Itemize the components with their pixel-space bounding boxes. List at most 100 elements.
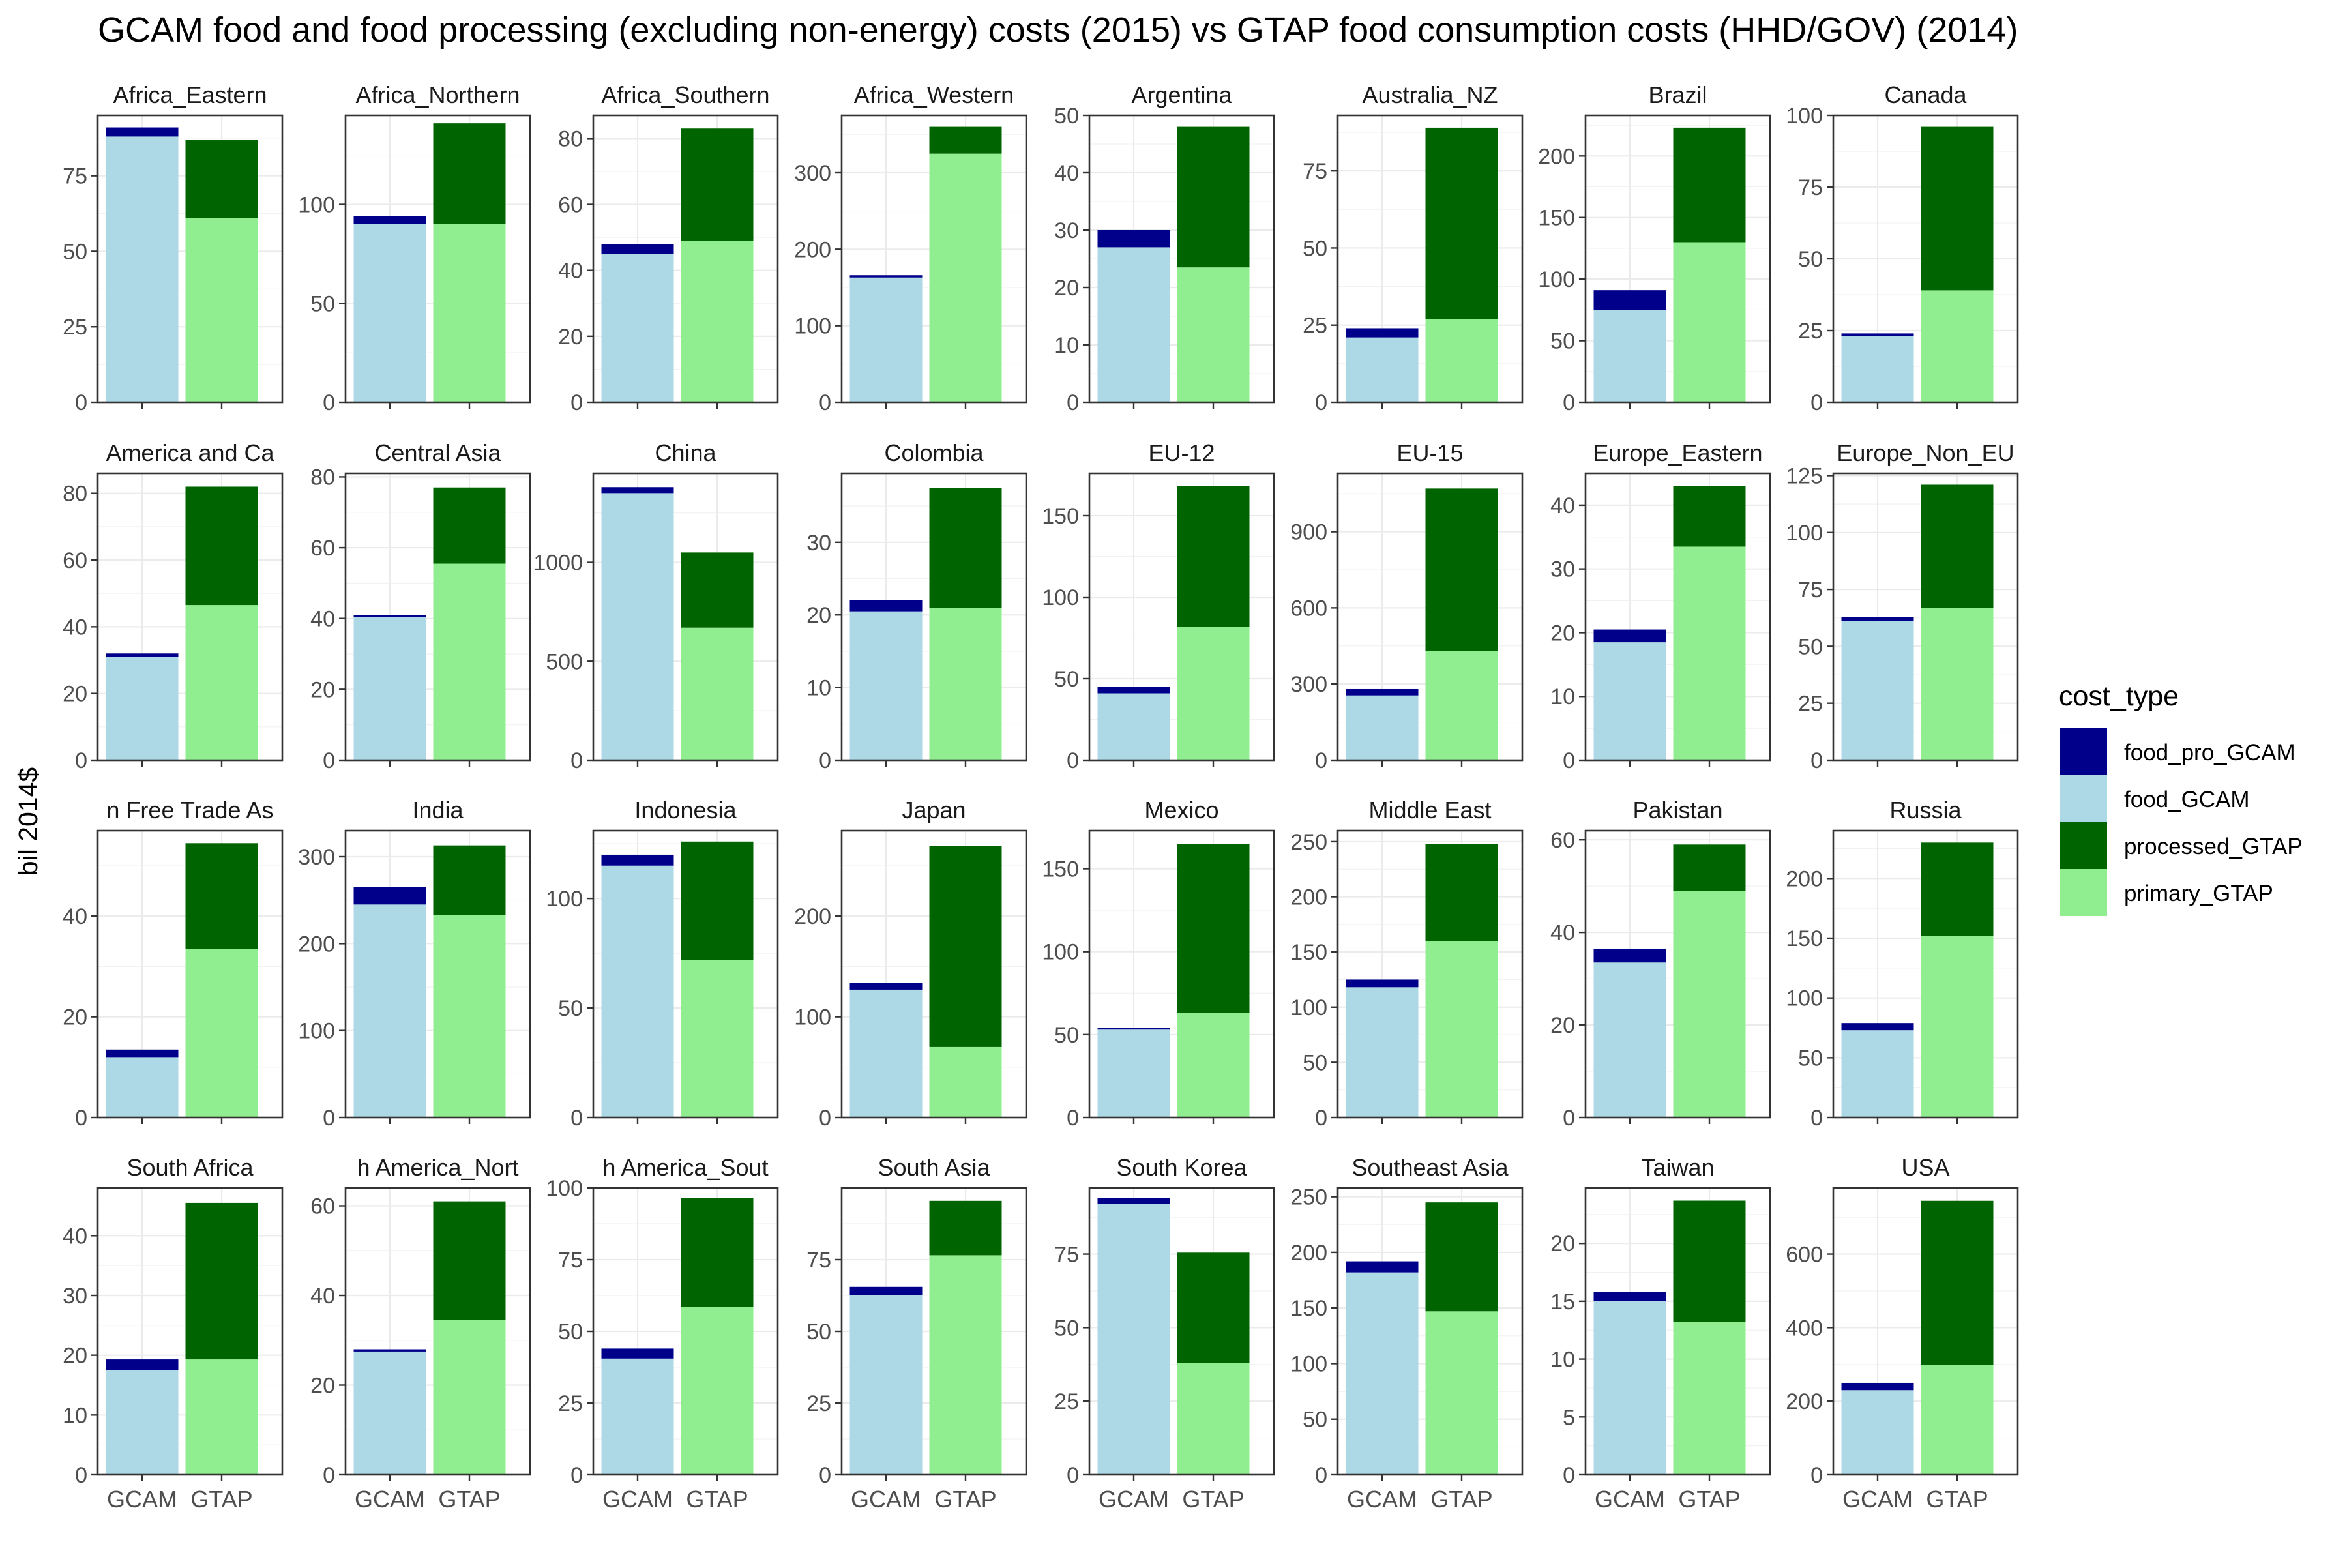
bar-food-gcam <box>1097 1029 1170 1117</box>
bar-processed-gtap <box>681 128 754 241</box>
bar-processed-gtap <box>1921 126 1994 291</box>
y-tick-label: 50 <box>558 1320 583 1344</box>
bar-primary-gtap <box>185 605 258 760</box>
y-tick-label: 200 <box>1786 1389 1823 1414</box>
panel-title: Colombia <box>884 439 984 466</box>
y-tick-label: 75 <box>1798 175 1823 200</box>
bar-food-pro-gcam <box>1097 1198 1170 1204</box>
bar-food-gcam <box>353 617 426 760</box>
panel-border <box>96 829 284 1119</box>
bar-food-gcam <box>849 611 923 760</box>
panel-title: h America_Nort <box>357 1154 518 1181</box>
y-tick-label: 20 <box>310 677 335 702</box>
y-tick-label: 50 <box>806 1320 831 1344</box>
y-tick-label: 100 <box>1538 267 1575 292</box>
panel: Russia 0 50 100 150 200 <box>1786 797 2019 1131</box>
y-tick-label: 0 <box>1810 391 1823 415</box>
bar-food-pro-gcam <box>601 244 674 254</box>
panel-border <box>344 114 531 404</box>
bar-primary-gtap <box>1673 242 1746 402</box>
y-tick-label: 20 <box>63 682 87 707</box>
y-tick-label: 0 <box>1810 1463 1823 1488</box>
panel-border <box>1832 472 2019 762</box>
panel-title: EU-15 <box>1396 439 1463 466</box>
y-tick-label: 0 <box>1563 391 1575 415</box>
bar-food-pro-gcam <box>849 983 923 990</box>
bar-food-pro-gcam <box>353 1349 426 1352</box>
y-tick-label: 0 <box>570 1106 583 1131</box>
bar-primary-gtap <box>1177 267 1250 402</box>
bar-processed-gtap <box>681 841 754 960</box>
bar-processed-gtap <box>185 486 258 606</box>
bar-primary-gtap <box>929 1046 1002 1117</box>
bar-food-gcam <box>849 277 923 402</box>
y-tick-label: 60 <box>558 193 583 218</box>
y-tick-label: 0 <box>819 748 831 773</box>
panel: h America_Sout 0 25 50 75 100 GCAM GTAP <box>546 1154 779 1513</box>
panel-title: Europe_Eastern <box>1593 439 1762 466</box>
y-tick-label: 100 <box>298 193 335 218</box>
y-tick-label: 5 <box>1563 1405 1575 1430</box>
y-tick-label: 100 <box>1042 940 1079 965</box>
panel: EU-12 0 50 100 150 <box>1042 439 1275 773</box>
panel: Middle East 0 50 100 150 200 250 <box>1290 797 1524 1131</box>
bar-primary-gtap <box>185 1359 258 1475</box>
legend-key <box>2060 822 2107 869</box>
x-tick-label: GTAP <box>1430 1486 1492 1513</box>
y-tick-label: 0 <box>1810 1106 1823 1131</box>
bar-primary-gtap <box>1673 1322 1746 1475</box>
panel-border <box>344 472 531 762</box>
bar-food-pro-gcam <box>1841 1382 1914 1391</box>
panel-title: South Africa <box>126 1154 254 1181</box>
y-tick-label: 300 <box>298 845 335 870</box>
y-tick-label: 20 <box>1550 1013 1575 1038</box>
y-tick-label: 20 <box>63 1005 87 1030</box>
x-tick-label: GTAP <box>190 1486 252 1513</box>
panel-border <box>1584 829 1771 1119</box>
y-tick-label: 20 <box>310 1374 335 1398</box>
bar-food-gcam <box>1593 310 1666 402</box>
bar-food-pro-gcam <box>353 615 426 617</box>
panel-title: Russia <box>1889 797 1962 823</box>
y-tick-label: 20 <box>63 1344 87 1368</box>
y-tick-label: 1000 <box>533 551 583 576</box>
y-tick-label: 150 <box>1290 940 1327 965</box>
panel-border <box>1584 114 1771 404</box>
panel-border <box>1336 829 1524 1119</box>
bar-food-gcam <box>1841 1390 1914 1475</box>
y-tick-label: 0 <box>323 1106 335 1131</box>
panel-title: Africa_Eastern <box>113 81 267 108</box>
panel: America and Ca 0 20 40 60 80 <box>63 439 284 773</box>
bar-primary-gtap <box>1921 608 1994 760</box>
y-tick-label: 100 <box>1290 996 1327 1020</box>
panel-title: Africa_Southern <box>601 81 769 108</box>
y-tick-label: 0 <box>323 748 335 773</box>
panel-title: Canada <box>1884 81 1967 108</box>
y-tick-label: 0 <box>323 1463 335 1488</box>
bar-food-pro-gcam <box>849 275 923 278</box>
y-tick-label: 100 <box>1786 521 1823 546</box>
panel-border <box>96 472 284 762</box>
panel-title: Argentina <box>1131 81 1232 108</box>
panel: Africa_Northern 0 50 100 <box>298 81 531 415</box>
panel-title: South Asia <box>878 1154 990 1181</box>
panel-title: n Free Trade As <box>106 797 273 823</box>
legend-title: cost_type <box>2059 681 2179 712</box>
bar-food-pro-gcam <box>1346 1261 1419 1273</box>
y-tick-label: 50 <box>1054 667 1079 692</box>
panel: Taiwan 0 5 10 15 20 GCAM GTAP <box>1550 1154 1771 1513</box>
panel-border <box>840 829 1027 1119</box>
legend: cost_type food_pro_GCAM food_GCAM processe… <box>2059 681 2303 916</box>
y-tick-label: 20 <box>1054 276 1079 301</box>
bar-processed-gtap <box>185 1202 258 1360</box>
bar-food-pro-gcam <box>1097 687 1170 694</box>
y-tick-label: 0 <box>1563 748 1575 773</box>
y-tick-label: 0 <box>75 1106 87 1131</box>
panel-title: Brazil <box>1648 81 1707 108</box>
bar-food-pro-gcam <box>106 1359 179 1370</box>
panel-title: China <box>655 439 716 466</box>
bar-primary-gtap <box>929 608 1002 760</box>
bar-food-gcam <box>1841 336 1914 402</box>
y-tick-label: 40 <box>63 615 87 640</box>
